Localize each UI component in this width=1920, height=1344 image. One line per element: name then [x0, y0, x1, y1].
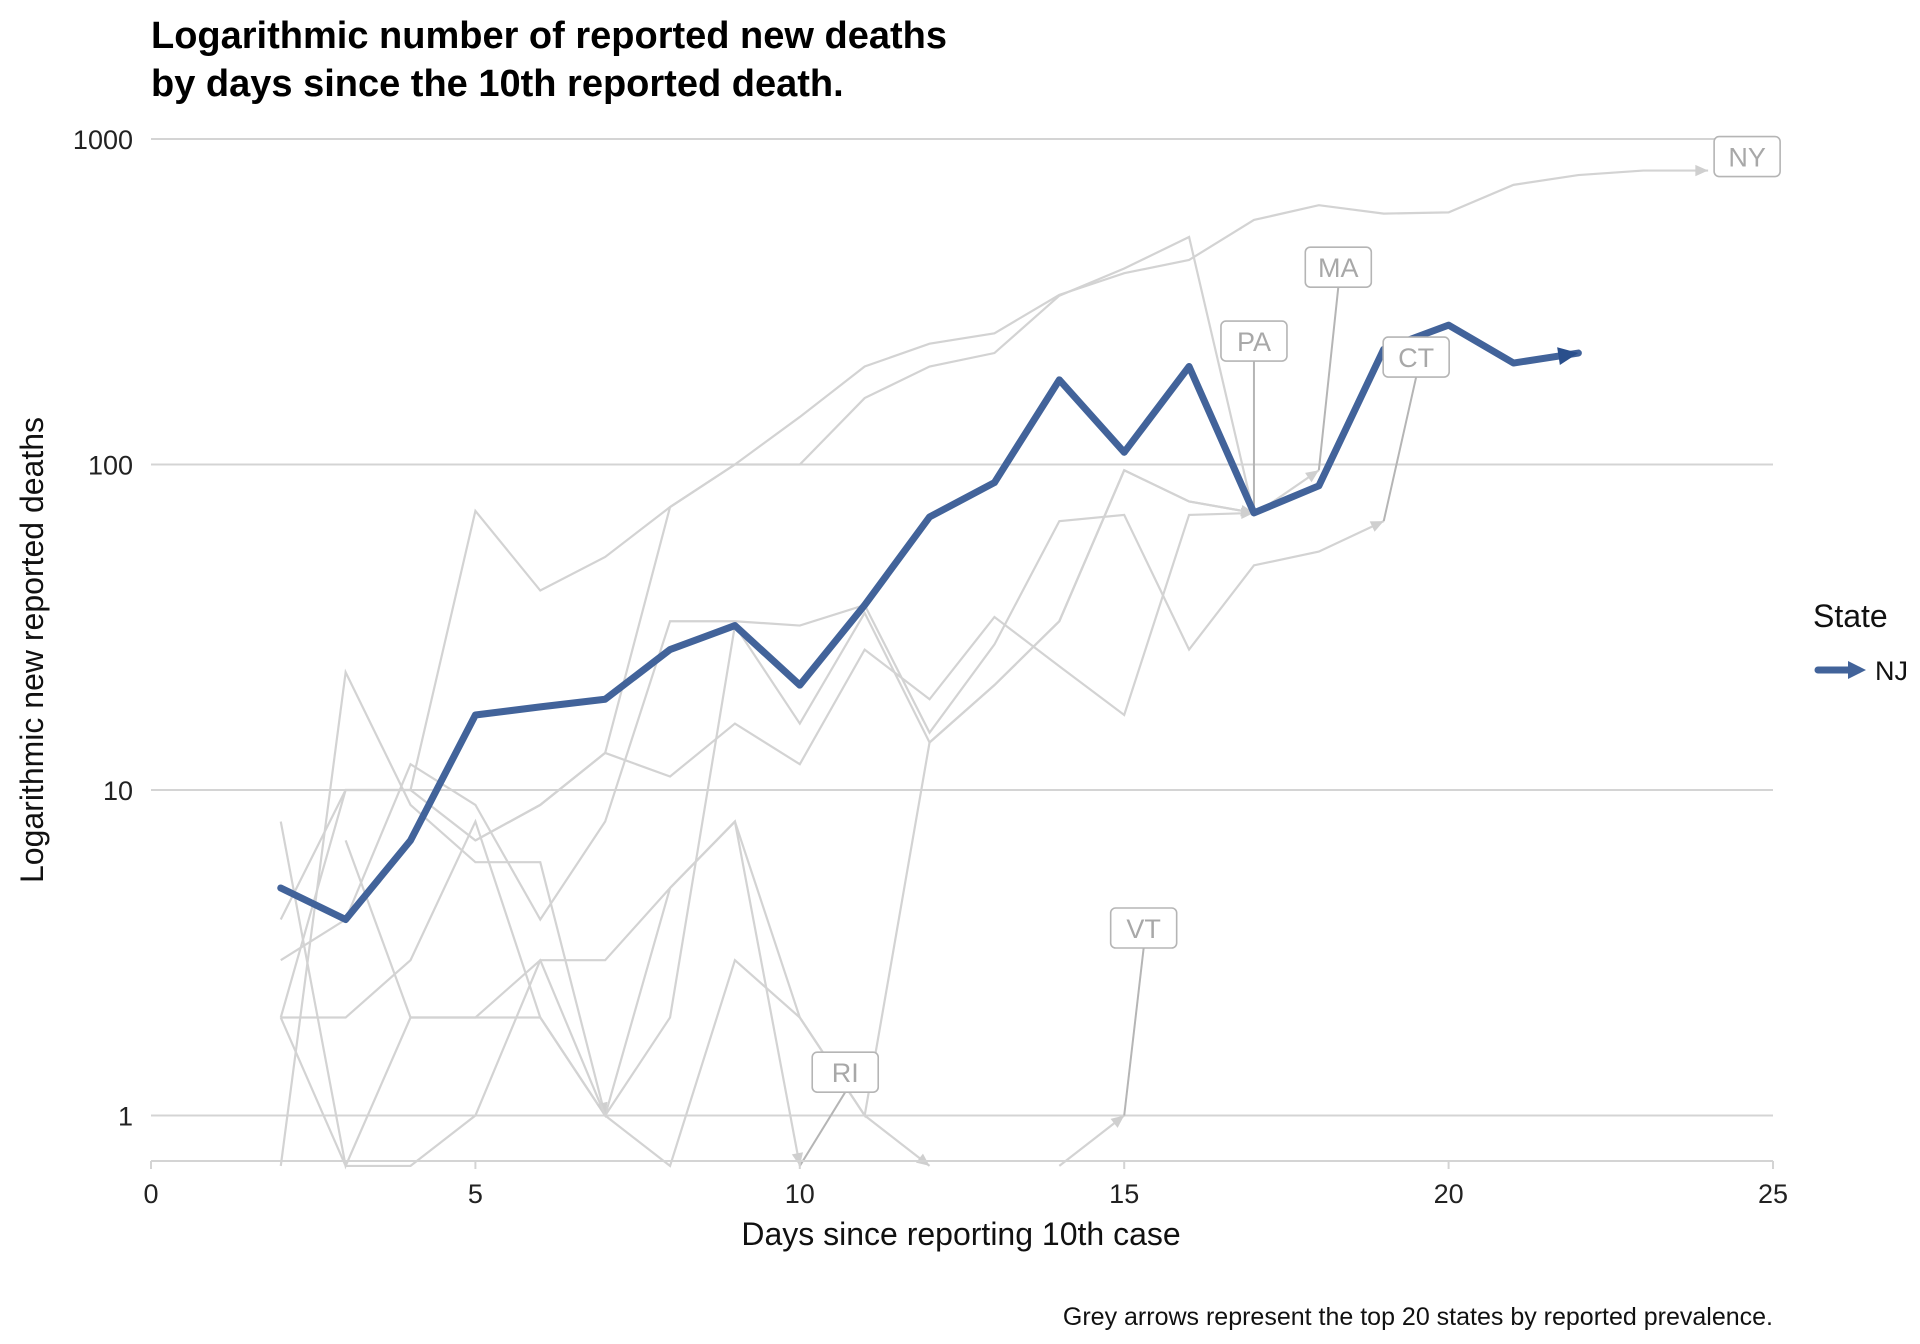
state-label-text: PA [1237, 327, 1271, 357]
legend-key-arrowhead [1848, 661, 1866, 679]
highlight-series-line [277, 321, 1582, 924]
y-axis-ticks: 1 10 100 1000 [73, 125, 133, 1132]
y-tick-label: 1 [118, 1102, 133, 1132]
state-label-text: NY [1728, 143, 1766, 173]
legend-entry-nj: NJ [1875, 656, 1908, 686]
highlight-series [277, 321, 1582, 924]
x-tick-label: 15 [1109, 1179, 1139, 1209]
background-series-line [279, 235, 1320, 921]
label-pointer [1123, 947, 1145, 1116]
background-series [279, 164, 1709, 1170]
background-series-arrowhead [1110, 1115, 1125, 1128]
background-series-line [279, 511, 1254, 1018]
label-pointers [798, 287, 1418, 1167]
y-tick-label: 100 [88, 451, 133, 481]
background-series-arrowhead [1369, 521, 1384, 532]
background-series-line [1058, 1114, 1125, 1167]
highlight-series-arrowhead [1557, 347, 1579, 365]
state-label-box [1109, 907, 1178, 949]
background-series-line [280, 468, 1255, 1119]
y-tick-label: 10 [103, 776, 133, 806]
legend: State NJ [1813, 598, 1908, 686]
chart-title-line-1: Logarithmic number of reported new death… [151, 15, 947, 57]
label-pointer [798, 1091, 847, 1167]
x-tick-label: 5 [468, 1179, 483, 1209]
state-label-text: RI [832, 1058, 859, 1088]
x-axis-ticks: 0 5 10 15 20 25 [143, 1161, 1788, 1209]
background-series-line [279, 819, 801, 1168]
chart-caption: Grey arrows represent the top 20 states … [1063, 1303, 1773, 1331]
background-series-arrowhead [1695, 164, 1709, 177]
x-tick-label: 25 [1758, 1179, 1788, 1209]
background-series-arrowhead [1305, 470, 1319, 483]
state-label-box [1304, 246, 1373, 288]
label-pointer [1317, 287, 1340, 471]
x-axis-label: Days since reporting 10th case [741, 1216, 1180, 1252]
x-tick-label: 0 [143, 1179, 158, 1209]
x-tick-label: 20 [1434, 1179, 1464, 1209]
state-label-box [1220, 320, 1288, 362]
background-series-line [280, 513, 1385, 962]
state-label-text: VT [1126, 914, 1161, 944]
background-series-line [474, 169, 1709, 842]
state-label-text: MA [1318, 253, 1359, 283]
background-series-line [279, 668, 607, 1167]
state-label-box [1713, 135, 1781, 178]
state-label-box [811, 1051, 880, 1093]
label-pointer [1382, 376, 1418, 522]
y-tick-label: 1000 [73, 125, 133, 155]
y-axis-label: Logarithmic new reported deaths [14, 417, 50, 883]
state-labels: NY MA PA CT VT RI [811, 135, 1781, 1093]
state-label-box [1382, 336, 1450, 378]
y-gridlines [151, 138, 1773, 1117]
chart-title-line-2: by days since the 10th reported death. [151, 63, 844, 105]
legend-title: State [1813, 598, 1888, 634]
background-series-arrowhead [915, 1153, 930, 1166]
x-tick-label: 10 [785, 1179, 815, 1209]
state-label-text: CT [1398, 343, 1434, 373]
